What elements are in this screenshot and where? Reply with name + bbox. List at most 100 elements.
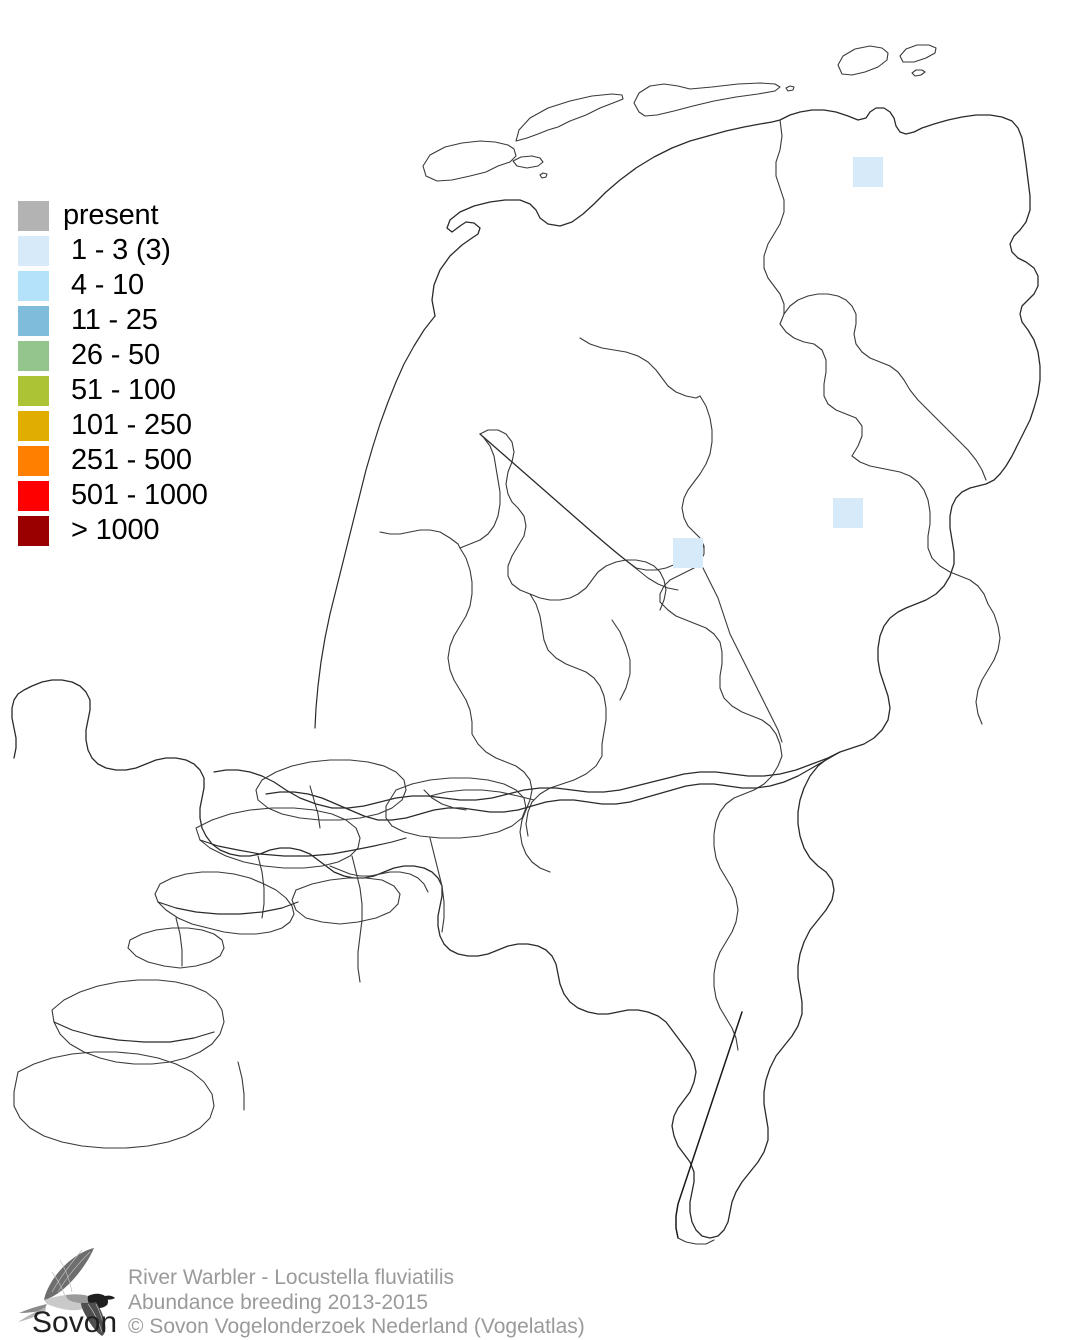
- detail-canal-4: [175, 917, 183, 967]
- legend-item-present[interactable]: present: [18, 198, 278, 233]
- legend-label-51-100: 51 - 100: [71, 374, 176, 406]
- coast-north-sea-west: [314, 315, 436, 729]
- islet-engelsmanplaat: [785, 85, 795, 92]
- sovon-logo: Sovon: [16, 1246, 126, 1339]
- legend-swatch-26-50: [18, 340, 49, 371]
- ijsselmeer-dike-afsluitdijk: [479, 433, 637, 569]
- boundary-friesland-groningen: [763, 119, 785, 325]
- boundary-friesland-drenthe: [779, 323, 863, 457]
- legend-swatch-51-100: [18, 375, 49, 406]
- ijsselmeer-east-shore: [659, 395, 713, 603]
- ijsselmeer-north-shore: [579, 337, 701, 399]
- legend-item-1-3[interactable]: 1 - 3 (3): [18, 233, 278, 268]
- river-maas-limburg: [675, 1011, 743, 1239]
- legend-item-11-25[interactable]: 11 - 25: [18, 303, 278, 338]
- zeeland-hoeksche-waard: [385, 777, 527, 839]
- legend-label-501-1000: 501 - 1000: [71, 479, 208, 511]
- oosterschelde-channel: [157, 901, 299, 915]
- island-vlieland: [512, 155, 544, 169]
- legend-swatch-11-25: [18, 305, 49, 336]
- legend-label-26-50: 26 - 50: [71, 339, 160, 371]
- legend-label-over-1000: > 1000: [71, 514, 160, 546]
- zeeland-schouwen-duiveland: [154, 871, 295, 935]
- zeeland-voorne-putten: [255, 759, 407, 821]
- legend-item-101-250[interactable]: 101 - 250: [18, 408, 278, 443]
- legend-swatch-251-500: [18, 445, 49, 476]
- abundance-cells: [673, 157, 883, 568]
- legend-item-4-10[interactable]: 4 - 10: [18, 268, 278, 303]
- zeeland-zeeuws-vlaanderen: [13, 1051, 215, 1149]
- boundary-noordbrabant-limburg: [713, 845, 739, 1051]
- map-caption: River Warbler - Locustella fluviatilis A…: [128, 1266, 585, 1340]
- legend-item-over-1000[interactable]: > 1000: [18, 513, 278, 548]
- islet-rottumerplaat: [911, 69, 926, 77]
- legend-item-51-100[interactable]: 51 - 100: [18, 373, 278, 408]
- caption-period: Abundance breeding 2013-2015: [128, 1290, 429, 1314]
- detail-zuidlimburg-border: [677, 1237, 715, 1245]
- national-border: [11, 107, 1041, 1239]
- boundary-gelderland-limburg: [713, 755, 783, 847]
- caption-copyright: © Sovon Vogelonderzoek Nederland (Vogela…: [128, 1315, 585, 1338]
- haringvliet-channel: [199, 837, 407, 857]
- boundary-noordholland-utrecht: [459, 433, 501, 549]
- caption-species: River Warbler - Locustella fluviatilis: [128, 1266, 454, 1289]
- legend-swatch-4-10: [18, 270, 49, 301]
- legend-item-251-500[interactable]: 251 - 500: [18, 443, 278, 478]
- boundary-overijssel-gelderland: [659, 601, 783, 757]
- island-rottumeroog: [899, 44, 937, 63]
- markermeer-shore: [529, 559, 667, 611]
- westerschelde-channel: [53, 1021, 215, 1043]
- boundary-noordholland-zuidholland: [379, 529, 461, 549]
- detail-river-hollandse-ijssel: [423, 789, 467, 811]
- detail-canal-5: [237, 1061, 245, 1111]
- detail-canal-1: [257, 855, 265, 919]
- boundary-groningen-drenthe: [783, 293, 987, 481]
- abundance-cell: [673, 538, 703, 568]
- island-schiermonnikoog: [837, 45, 889, 76]
- boundary-utrecht-zuidholland: [447, 547, 473, 735]
- legend-label-251-500: 251 - 500: [71, 444, 192, 476]
- legend-label-11-25: 11 - 25: [71, 304, 158, 336]
- map-outlines: [11, 44, 1041, 1245]
- legend-label-4-10: 4 - 10: [71, 269, 144, 301]
- boundary-zuidholland-noordbrabant: [471, 733, 551, 873]
- legend-label-101-250: 101 - 250: [71, 409, 192, 441]
- legend-swatch-101-250: [18, 410, 49, 441]
- legend: present 1 - 3 (3) 4 - 10 11 - 25 26 - 50…: [18, 198, 278, 548]
- sovon-wordmark: Sovon: [32, 1306, 117, 1336]
- boundary-gelderland-noordbrabant: [525, 755, 603, 837]
- legend-swatch-1-3: [18, 235, 49, 266]
- legend-item-26-50[interactable]: 26 - 50: [18, 338, 278, 373]
- legend-swatch-501-1000: [18, 480, 49, 511]
- legend-item-501-1000[interactable]: 501 - 1000: [18, 478, 278, 513]
- zeeland-walcheren-zuid-beveland: [51, 979, 225, 1065]
- boundary-drenthe-overijssel: [851, 455, 989, 605]
- river-ijssel: [699, 561, 783, 743]
- legend-swatch-present: [18, 200, 49, 231]
- detail-veluwe-edge: [611, 619, 631, 701]
- island-terschelling: [515, 93, 624, 142]
- islet-griend: [539, 172, 548, 179]
- island-ameland: [633, 82, 781, 117]
- sovon-logo-svg: Sovon: [18, 1248, 117, 1339]
- detail-river-rotte: [309, 785, 321, 829]
- abundance-cell: [853, 157, 883, 187]
- river-maas-upper: [265, 751, 841, 821]
- ijsselmeer-west-shore: [479, 429, 531, 595]
- zeeland-goeree-overflakkee: [195, 807, 361, 869]
- river-rijn-waal: [213, 757, 829, 809]
- detail-randmeren: [627, 561, 679, 591]
- island-texel: [422, 140, 517, 182]
- zeeland-noord-beveland: [127, 927, 225, 969]
- detail-twente-border: [975, 603, 1001, 725]
- legend-label-1-3: 1 - 3 (3): [71, 234, 171, 266]
- swallow-bird-icon: [18, 1248, 115, 1336]
- zeeland-tholen: [291, 877, 401, 925]
- boundary-zeeland-noordbrabant: [329, 865, 429, 893]
- legend-swatch-over-1000: [18, 515, 49, 546]
- legend-label-present: present: [63, 199, 159, 231]
- abundance-cell: [833, 498, 863, 528]
